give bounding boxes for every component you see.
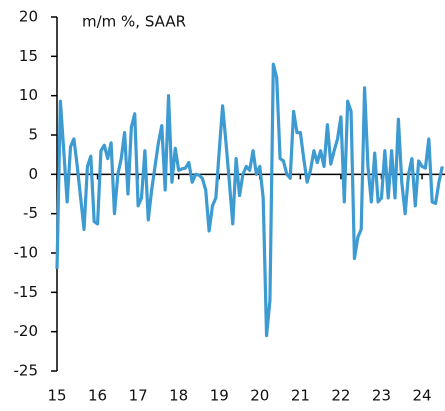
y-tick-label: 15 [19, 47, 38, 65]
y-tick-label: 20 [19, 8, 38, 26]
y-tick-label: -25 [14, 362, 39, 380]
y-tick-label: -20 [14, 322, 39, 340]
x-tick-label: 18 [169, 387, 188, 405]
x-tick-label: 17 [129, 387, 148, 405]
x-tick-label: 16 [88, 387, 107, 405]
y-tick-label: -15 [14, 283, 39, 301]
x-tick-label: 19 [210, 387, 229, 405]
y-tick-label: -10 [14, 244, 39, 262]
y-tick-label: 0 [28, 165, 38, 183]
x-tick-label: 20 [250, 387, 269, 405]
y-tick-label: -5 [23, 204, 38, 222]
x-tick-label: 23 [372, 387, 391, 405]
x-tick-label: 22 [331, 387, 350, 405]
x-tick-label: 24 [412, 387, 431, 405]
chart-title: m/m %, SAAR [82, 13, 186, 31]
x-tick-label: 21 [291, 387, 310, 405]
x-tick-label: 15 [47, 387, 66, 405]
y-tick-label: 10 [19, 86, 38, 104]
data-line [55, 62, 444, 338]
y-tick-label: 5 [28, 126, 38, 144]
